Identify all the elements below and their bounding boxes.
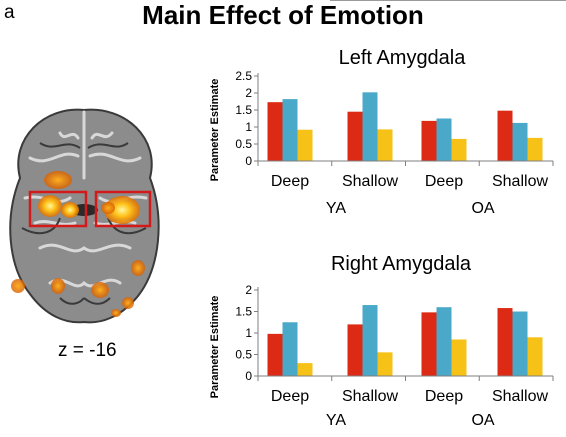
left-amygdala-roi-box	[28, 190, 88, 228]
bar	[512, 122, 528, 161]
y-tick-label: 2.5	[235, 69, 252, 83]
y-axis-label: Parameter Estimate	[209, 296, 221, 399]
right-amygdala-roi-box	[94, 190, 152, 228]
y-tick-label: 0.5	[235, 348, 252, 362]
brain-slice-image	[9, 108, 160, 324]
chart-title: Right Amygdala	[331, 253, 472, 275]
chart-title: Left Amygdala	[339, 47, 467, 69]
bar	[267, 102, 283, 161]
bar	[527, 137, 543, 161]
x-tick-label: Shallow	[342, 173, 398, 190]
bar	[421, 120, 437, 161]
brain-outline	[9, 108, 160, 324]
group-label: OA	[471, 200, 494, 217]
y-tick-label: 1.5	[235, 305, 252, 319]
bar	[436, 118, 452, 161]
x-tick-label: Deep	[425, 388, 463, 405]
x-tick-label: Deep	[271, 388, 309, 405]
bar	[497, 308, 513, 376]
bar	[497, 110, 513, 161]
top-rule	[330, 0, 566, 1]
bar	[527, 337, 543, 376]
bar	[436, 307, 452, 376]
y-axis-label: Parameter Estimate	[209, 79, 221, 182]
bar	[362, 305, 378, 376]
bar	[451, 138, 467, 161]
bar	[282, 322, 298, 376]
bar	[451, 339, 467, 376]
bar	[377, 352, 393, 376]
x-tick-label: Shallow	[342, 388, 398, 405]
group-label: YA	[326, 412, 346, 429]
x-tick-label: Deep	[425, 173, 463, 190]
y-tick-label: 0.5	[235, 137, 252, 151]
group-label: YA	[326, 200, 346, 217]
bar	[267, 333, 283, 376]
figure-title: Main Effect of Emotion	[142, 0, 424, 30]
bar	[297, 363, 313, 376]
bar	[347, 324, 363, 376]
group-label: OA	[471, 412, 494, 429]
bar	[377, 129, 393, 161]
bar	[347, 111, 363, 161]
y-tick-label: 2	[245, 86, 252, 100]
y-tick-label: 0	[245, 369, 252, 383]
x-tick-label: Shallow	[492, 173, 548, 190]
y-tick-label: 1	[245, 326, 252, 340]
y-tick-label: 2	[245, 283, 252, 297]
bar	[282, 99, 298, 161]
y-tick-label: 0	[245, 154, 252, 168]
y-tick-label: 1.5	[235, 103, 252, 117]
x-tick-label: Shallow	[492, 388, 548, 405]
bar	[421, 312, 437, 376]
x-tick-label: Deep	[271, 173, 309, 190]
panel-label: a	[4, 2, 15, 23]
slice-label: z = -16	[58, 340, 117, 361]
bar	[297, 129, 313, 161]
bar	[512, 311, 528, 376]
bar	[362, 92, 378, 161]
y-tick-label: 1	[245, 120, 252, 134]
